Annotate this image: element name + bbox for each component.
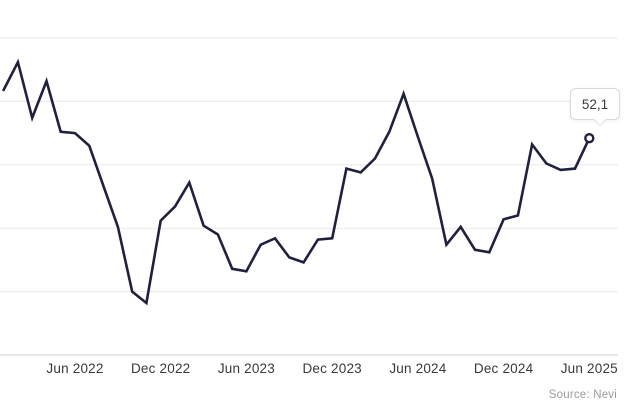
x-axis-tick-label: Jun 2023 xyxy=(217,361,275,376)
tooltip-value: 52,1 xyxy=(581,96,609,112)
tooltip: 52,1 xyxy=(570,88,620,126)
series-line[interactable] xyxy=(2,58,591,306)
tooltip-arrow-fill xyxy=(594,118,606,125)
x-axis-tick-label: Jun 2024 xyxy=(389,361,447,376)
x-axis-tick-label: Jun 2022 xyxy=(46,361,104,376)
series-endpoint-marker[interactable] xyxy=(584,132,595,144)
x-axis-tick-label: Jun 2025 xyxy=(560,361,618,376)
x-axis-tick-label: Dec 2022 xyxy=(130,361,191,376)
x-axis-tick-label: Dec 2024 xyxy=(473,361,534,376)
source-caption: Source: Nevi xyxy=(548,389,617,401)
x-axis-tick-label: Dec 2023 xyxy=(302,361,362,376)
